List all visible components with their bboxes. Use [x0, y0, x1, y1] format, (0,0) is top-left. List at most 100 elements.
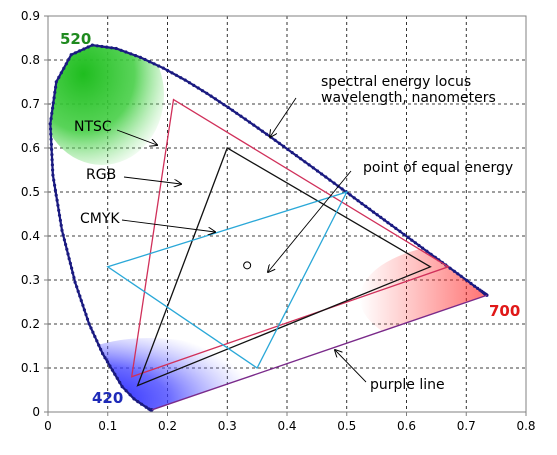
y-tick-label: 0.6 — [21, 141, 40, 155]
locus-marker — [87, 322, 91, 326]
locus-marker — [109, 46, 114, 50]
locus-marker — [99, 347, 103, 351]
locus-marker — [469, 281, 473, 286]
locus-marker — [50, 153, 54, 157]
arrow-cmyk — [121, 219, 215, 232]
locus-marker — [64, 62, 68, 66]
x-tick-label: 0.2 — [158, 419, 177, 433]
label-equal-energy: point of equal energy — [363, 160, 513, 176]
locus-marker — [113, 372, 117, 376]
locus-marker — [60, 228, 64, 232]
locus-marker — [226, 105, 230, 109]
locus-marker — [332, 181, 336, 185]
locus-marker — [144, 405, 148, 409]
locus-marker — [52, 96, 56, 100]
locus-marker — [382, 218, 386, 222]
locus-marker — [379, 215, 383, 219]
locus-marker — [371, 210, 376, 214]
locus-marker — [91, 330, 95, 334]
locus-marker — [110, 368, 114, 372]
locus-marker — [294, 154, 298, 158]
locus-marker — [78, 49, 82, 53]
locus-marker — [413, 241, 417, 245]
locus-marker — [425, 249, 429, 253]
locus-marker — [143, 57, 147, 62]
locus-marker — [390, 223, 394, 227]
locus-marker — [256, 126, 260, 130]
locus-marker — [196, 86, 200, 90]
locus-marker — [49, 117, 53, 121]
locus-marker — [57, 208, 61, 212]
locus-marker — [235, 111, 239, 115]
locus-marker — [59, 71, 63, 75]
locus-marker — [140, 402, 144, 406]
locus-marker — [71, 271, 75, 275]
locus-marker — [352, 196, 356, 200]
locus-marker — [89, 326, 93, 330]
locus-marker — [417, 243, 421, 248]
locus-marker — [108, 364, 112, 368]
locus-marker — [128, 393, 132, 397]
locus-marker — [476, 286, 480, 290]
locus-marker — [348, 193, 352, 197]
locus-marker — [152, 62, 156, 66]
locus-marker — [97, 343, 101, 347]
locus-marker — [315, 169, 320, 173]
locus-marker — [252, 123, 256, 127]
locus-marker — [183, 78, 187, 82]
locus-marker — [50, 147, 54, 152]
locus-marker — [473, 284, 477, 288]
locus-marker — [273, 138, 277, 142]
label-700: 700 — [489, 302, 520, 320]
y-tick-label: 0.7 — [21, 97, 40, 111]
locus-marker — [286, 147, 290, 152]
locus-marker — [51, 173, 55, 177]
x-tick-label: 0.4 — [277, 419, 296, 433]
y-tick-label: 0.2 — [21, 317, 40, 331]
locus-marker — [448, 266, 452, 270]
label-520: 520 — [60, 30, 91, 48]
locus-marker — [54, 193, 58, 197]
locus-marker — [49, 142, 54, 146]
y-tick-label: 0.3 — [21, 273, 40, 287]
locus-marker — [170, 71, 174, 75]
locus-marker — [53, 188, 58, 192]
arrow-purple-line — [335, 350, 367, 383]
locus-marker — [55, 198, 59, 202]
locus-marker — [340, 187, 344, 191]
locus-marker — [75, 285, 79, 289]
y-tick-label: 0.1 — [21, 361, 40, 375]
locus-marker — [218, 100, 222, 104]
locus-marker — [50, 111, 54, 115]
locus-marker — [465, 278, 469, 282]
locus-marker — [51, 106, 55, 110]
locus-marker — [307, 163, 311, 167]
y-tick-label: 0.5 — [21, 185, 40, 199]
gamut-cmyk — [106, 190, 349, 369]
locus-marker — [51, 168, 55, 172]
arrow-locus — [270, 97, 297, 137]
locus-marker — [368, 207, 372, 211]
locus-marker — [148, 60, 152, 64]
y-tick-label: 0.9 — [21, 9, 40, 23]
locus-marker — [222, 103, 226, 107]
locus-marker — [179, 76, 183, 80]
locus-marker — [72, 275, 76, 280]
locus-marker — [59, 223, 63, 227]
locus-marker — [200, 89, 205, 93]
label-purple-line: purple line — [370, 377, 445, 393]
y-tick-label: 0.8 — [21, 53, 40, 67]
locus-marker — [375, 213, 379, 217]
locus-marker — [82, 47, 86, 51]
locus-marker — [53, 90, 57, 94]
locus-marker — [421, 246, 425, 250]
tick-labels: 0 0.1 0.2 0.3 0.4 0.5 0.6 0.7 0.8 0 0.1 0.2 0.3 0.4 0.… — [21, 9, 536, 433]
locus-marker — [456, 272, 460, 276]
locus-marker — [452, 269, 456, 273]
locus-marker — [303, 160, 307, 164]
locus-marker — [311, 166, 315, 170]
locus-marker — [67, 257, 71, 261]
annotation-arrows — [116, 97, 367, 383]
locus-marker — [49, 137, 53, 141]
x-tick-label: 0.1 — [98, 419, 117, 433]
